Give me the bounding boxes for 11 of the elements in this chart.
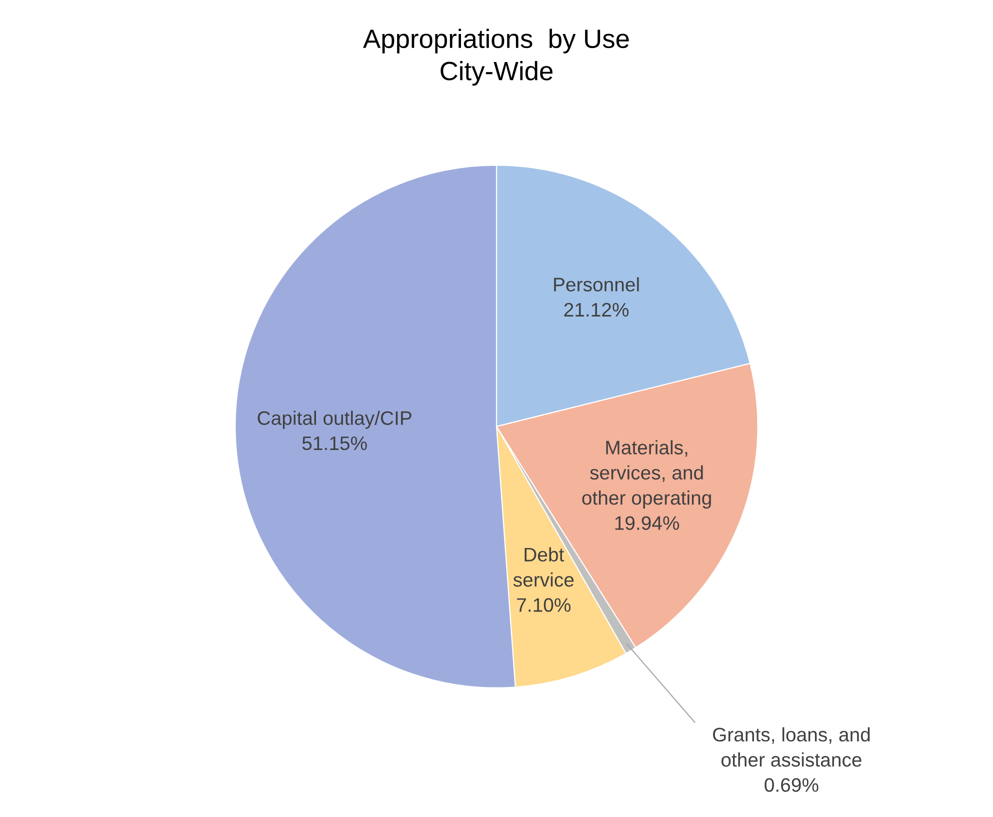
slice-label: Debt service [513, 547, 574, 587]
data-label: 0.69% [764, 778, 818, 792]
slice-label: Personnel [554, 277, 639, 292]
chart-title: Appropriations by Use City-Wide [363, 28, 629, 86]
slice-label: Materials, services, and other operating [582, 440, 711, 509]
data-label: 21.12% [564, 302, 629, 317]
data-label: 7.10% [517, 598, 571, 612]
slice-label: Capital outlay/CIP [258, 410, 412, 429]
slice-label: Grants, loans, and other assistance [713, 727, 870, 767]
data-label: 19.94% [615, 516, 680, 530]
data-label: 51.15% [302, 436, 367, 450]
